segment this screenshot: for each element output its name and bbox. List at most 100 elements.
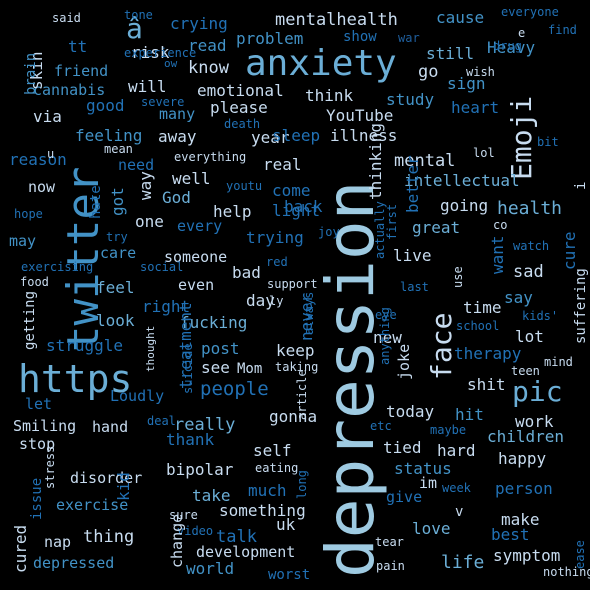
word-self: self (253, 441, 292, 460)
word-god: God (162, 188, 191, 207)
word-always: always (302, 291, 316, 335)
word-week: week (442, 481, 471, 495)
word-hit: hit (455, 405, 484, 424)
word-face: face (425, 312, 458, 380)
word-life: life (441, 552, 485, 573)
word-development: development (196, 543, 296, 561)
word-feeling: feeling (75, 126, 143, 145)
word-every: every (177, 217, 223, 235)
word-u: u (47, 147, 55, 161)
word-hand: hand (92, 418, 129, 436)
word-anxiety: anxiety (245, 43, 397, 84)
word-take: take (192, 486, 231, 505)
word-risk: risk (131, 43, 170, 62)
word-sure: sure (169, 508, 198, 522)
word-got: got (108, 187, 127, 216)
word-therapy: therapy (454, 344, 522, 363)
word-eye: eye (375, 308, 397, 322)
word-now: now (28, 178, 56, 196)
word-youtube: YouTube (326, 106, 394, 125)
word-intellectual: intellectual (404, 171, 520, 190)
word-nap: nap (44, 533, 72, 551)
word-loudly: Loudly (110, 387, 165, 405)
word-hard: hard (437, 441, 476, 460)
word-fucking: fucking (180, 313, 248, 332)
word-e: e (518, 26, 526, 40)
word-come: come (272, 181, 311, 200)
word-bad: bad (232, 263, 261, 282)
word-great: great (412, 218, 461, 237)
word-kid: kid (114, 472, 133, 501)
word-go: go (418, 62, 439, 82)
word-friend: friend (54, 62, 109, 80)
word-live: live (393, 246, 432, 265)
word-cured: cured (11, 524, 30, 573)
word-way: way (136, 171, 155, 200)
word-away: away (158, 127, 197, 146)
word-exercising: exercising (21, 260, 94, 274)
word-mean: mean (104, 142, 133, 156)
word-stress: stress (43, 445, 57, 489)
word-ease: ease (573, 540, 587, 569)
word-sign: sign (447, 74, 486, 93)
word-cannabis: cannabis (33, 81, 106, 99)
word-maybe: maybe (430, 423, 467, 437)
word-wish: wish (466, 65, 495, 79)
word-deal: deal (147, 414, 176, 428)
word-light: light (272, 201, 321, 220)
word-kids: kids' (522, 309, 559, 323)
word-food: food (20, 275, 49, 289)
word-ow: ow (164, 57, 178, 70)
word-change: change (168, 513, 186, 568)
word-best: best (491, 525, 530, 544)
word-issue: issue (29, 477, 45, 520)
word-struggle: struggle (46, 336, 124, 355)
word-think: think (305, 86, 354, 105)
word-want: want (488, 235, 507, 274)
word-taking: taking (275, 360, 319, 374)
word-i: i (573, 181, 589, 190)
word-said: said (52, 11, 81, 25)
word-nothing: nothing (543, 565, 590, 579)
word-keep: keep (276, 341, 315, 360)
word-please: please (210, 98, 268, 117)
word-study: study (386, 90, 435, 109)
word-pain: pain (376, 559, 405, 573)
word-watch: watch (513, 239, 550, 253)
word-going: going (440, 196, 489, 215)
word-hate: hate (88, 185, 104, 219)
word-mind: mind (544, 355, 573, 369)
word-year: year (251, 128, 290, 147)
word-school: school (456, 319, 500, 333)
word-read: read (188, 36, 227, 55)
word-joke: joke (395, 343, 413, 380)
word-talk: talk (216, 527, 257, 547)
word-health: health (497, 198, 563, 219)
word-https: https (18, 357, 133, 401)
word-person: person (495, 479, 553, 498)
word-tone: tone (124, 8, 153, 22)
word-say: say (504, 288, 533, 307)
word-stop: stop (19, 435, 56, 453)
word-happy: happy (498, 449, 547, 468)
word-feel: feel (96, 278, 135, 297)
word-something: something (219, 501, 306, 520)
word-experience: experience (124, 46, 197, 60)
word-sleep: sleep (272, 126, 321, 145)
word-help: help (213, 202, 252, 221)
word-mentalhealth: mentalhealth (275, 10, 398, 30)
word-v: v (455, 504, 464, 520)
word-sad: sad (513, 262, 544, 282)
word-back: back (284, 197, 323, 216)
word-need: need (118, 156, 155, 174)
word-tt: tt (68, 37, 88, 56)
word-children: children (487, 427, 565, 446)
word-gonna: gonna (269, 407, 318, 426)
word-post: post (201, 339, 240, 358)
word-long: long (295, 470, 309, 499)
word-work: work (515, 412, 554, 431)
word-people: people (200, 378, 269, 400)
word-bit: bit (537, 135, 559, 149)
word-still: still (426, 44, 475, 63)
word-see: see (201, 358, 230, 377)
